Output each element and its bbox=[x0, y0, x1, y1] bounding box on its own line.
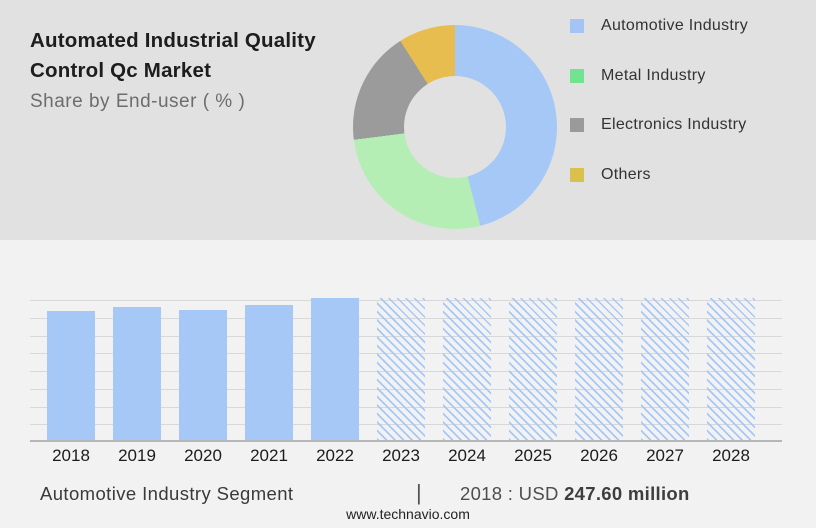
page-title: Automated Industrial Quality Control Qc … bbox=[30, 26, 316, 86]
footer-link[interactable]: www.technavio.com bbox=[346, 506, 470, 522]
x-axis-label-2028: 2028 bbox=[712, 446, 750, 465]
forecast-bar-2028 bbox=[707, 298, 755, 440]
legend-item-label: Automotive Industry bbox=[601, 17, 749, 34]
donut-legend: Automotive Industry Metal Industry Electro… bbox=[570, 17, 749, 216]
stat-2018-value: 2018 : USD 247.60 million bbox=[460, 483, 690, 505]
legend-item-1: Metal Industry bbox=[570, 66, 748, 84]
header-section: Automated Industrial Quality Control Qc … bbox=[0, 0, 816, 240]
legend-item-label: Others bbox=[601, 165, 651, 183]
bar-2019 bbox=[113, 306, 161, 440]
x-axis-label-2023: 2023 bbox=[382, 446, 420, 465]
legend-swatch-icon bbox=[570, 68, 584, 83]
bar-2018 bbox=[47, 310, 95, 440]
legend-item-2: Electronics Industry bbox=[570, 116, 748, 133]
x-axis-label-2027: 2027 bbox=[646, 446, 684, 465]
legend-item-label: Electronics Industry bbox=[601, 116, 747, 133]
x-axis-label-2020: 2020 bbox=[184, 446, 222, 465]
x-axis-label-2022: 2022 bbox=[316, 446, 354, 465]
page-subtitle: Share by End-user ( % ) bbox=[30, 91, 246, 112]
legend-swatch-icon bbox=[570, 19, 584, 33]
forecast-bar-2024 bbox=[443, 298, 491, 440]
x-axis-label-2024: 2024 bbox=[448, 446, 486, 465]
stat-value-bold: 247.60 million bbox=[564, 483, 690, 504]
forecast-bar-2023 bbox=[377, 298, 425, 440]
forecast-bar-2026 bbox=[575, 298, 623, 440]
x-axis-label-2025: 2025 bbox=[514, 446, 552, 465]
x-axis-label-2019: 2019 bbox=[118, 446, 156, 465]
bar-chart-section: 2018 2019 2020 2021 2022 2023 2024 2025 2026 2027… bbox=[0, 240, 816, 528]
donut-chart-hole bbox=[404, 76, 506, 178]
x-axis-label-2021: 2021 bbox=[250, 446, 288, 465]
legend-item-label: Metal Industry bbox=[601, 66, 706, 84]
page-title-line2: Control Qc Market bbox=[30, 59, 212, 82]
footer: www.technavio.com bbox=[0, 506, 816, 522]
forecast-bar-2025 bbox=[509, 298, 557, 440]
legend-swatch-icon bbox=[570, 118, 584, 132]
segment-caption: Automotive Industry Segment bbox=[40, 483, 294, 504]
legend-item-3: Others bbox=[570, 165, 748, 183]
stat-prefix: 2018 : USD bbox=[460, 483, 565, 504]
legend-item-0: Automotive Industry bbox=[570, 17, 749, 34]
legend-swatch-icon bbox=[570, 167, 584, 182]
bar-2020 bbox=[179, 310, 227, 440]
bar-chart-plot-area bbox=[30, 298, 782, 442]
page-title-line1: Automated Industrial Quality bbox=[30, 29, 316, 52]
forecast-bar-2027 bbox=[641, 298, 689, 440]
x-axis-label-2018: 2018 bbox=[52, 446, 90, 465]
bar-2022 bbox=[311, 298, 359, 440]
x-axis-label-2026: 2026 bbox=[580, 446, 618, 465]
bar-2021 bbox=[245, 305, 293, 440]
caption-divider: | bbox=[416, 480, 422, 505]
